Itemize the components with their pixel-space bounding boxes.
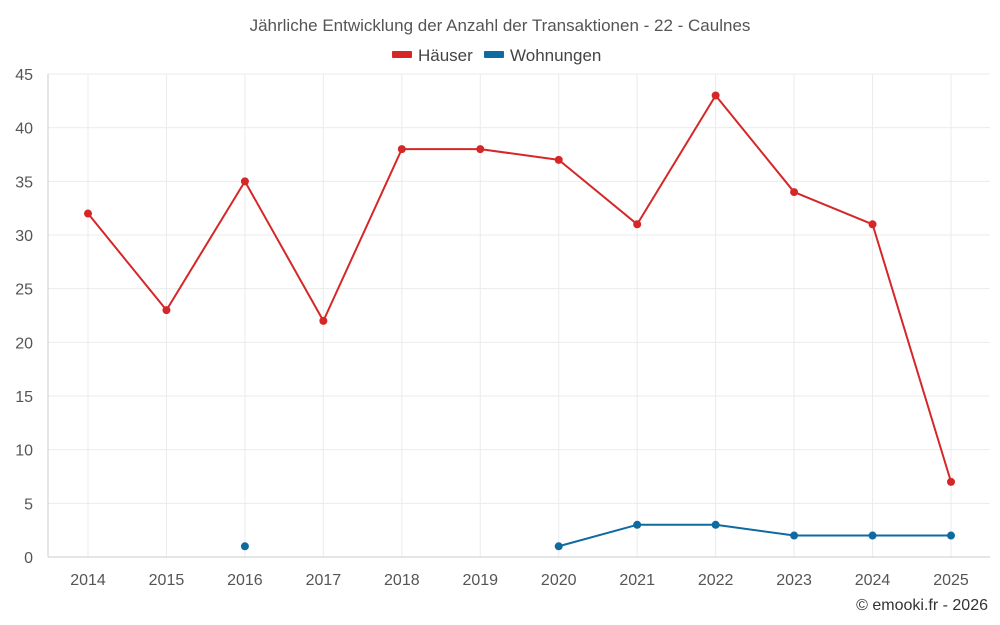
data-point-haeuser-2014[interactable] <box>84 209 92 218</box>
data-point-haeuser-2016[interactable] <box>240 177 249 186</box>
data-point-haeuser-2022[interactable] <box>711 91 720 100</box>
x-tick-label: 2015 <box>149 572 185 589</box>
x-tick-label: 2025 <box>933 572 969 589</box>
x-tick-label: 2022 <box>698 572 734 589</box>
series-line-haeuser <box>87 94 952 483</box>
data-point-wohnungen-2016[interactable] <box>240 542 249 551</box>
data-point-wohnungen-2020[interactable] <box>554 542 563 551</box>
data-point-wohnungen-2022[interactable] <box>711 520 720 529</box>
series <box>84 91 955 551</box>
y-tick-label: 30 <box>15 228 33 245</box>
x-tick-label: 2018 <box>384 572 420 589</box>
chart-title: Jährliche Entwicklung der Anzahl der Tra… <box>250 16 751 35</box>
data-point-wohnungen-2024[interactable] <box>868 531 877 540</box>
x-tick-label: 2017 <box>306 572 342 589</box>
y-tick-label: 40 <box>15 121 33 138</box>
x-tick-label: 2024 <box>855 572 891 589</box>
x-tick-label: 2016 <box>227 572 263 589</box>
data-point-haeuser-2015[interactable] <box>162 306 171 315</box>
x-tick-label: 2023 <box>776 572 812 589</box>
x-tick-label: 2020 <box>541 572 577 589</box>
x-tick-label: 2019 <box>462 572 498 589</box>
x-tick-label: 2014 <box>70 572 106 589</box>
data-point-haeuser-2017[interactable] <box>319 316 328 325</box>
legend-label-haeuser: Häuser <box>418 46 473 65</box>
data-point-haeuser-2019[interactable] <box>476 145 485 154</box>
legend-item-haeuser[interactable]: Häuser <box>392 46 473 65</box>
series-line-wohnungen <box>558 523 951 548</box>
grid <box>48 73 990 557</box>
y-tick-label: 10 <box>15 443 33 460</box>
credit-text: © emooki.fr - 2026 <box>856 597 988 614</box>
legend-label-wohnungen: Wohnungen <box>510 46 601 65</box>
data-point-wohnungen-2025[interactable] <box>947 531 955 540</box>
y-tick-label: 25 <box>15 282 33 299</box>
y-tick-label: 20 <box>15 335 33 352</box>
y-tick-label: 0 <box>24 550 33 567</box>
legend-swatch-wohnungen <box>484 51 504 58</box>
data-point-haeuser-2023[interactable] <box>790 188 799 197</box>
legend: Häuser Wohnungen <box>392 46 601 65</box>
legend-item-wohnungen[interactable]: Wohnungen <box>484 46 601 65</box>
data-point-haeuser-2018[interactable] <box>397 145 406 154</box>
y-tick-label: 5 <box>24 496 33 513</box>
data-point-haeuser-2024[interactable] <box>868 220 877 229</box>
x-tick-label: 2021 <box>619 572 655 589</box>
legend-swatch-haeuser <box>392 51 412 58</box>
data-point-haeuser-2025[interactable] <box>947 477 955 486</box>
y-tick-label: 35 <box>15 174 33 191</box>
data-point-wohnungen-2023[interactable] <box>790 531 799 540</box>
y-tick-label: 45 <box>15 67 33 84</box>
data-point-haeuser-2020[interactable] <box>554 155 563 164</box>
data-point-haeuser-2021[interactable] <box>633 220 642 229</box>
y-tick-label: 15 <box>15 389 33 406</box>
data-point-wohnungen-2021[interactable] <box>633 520 642 529</box>
